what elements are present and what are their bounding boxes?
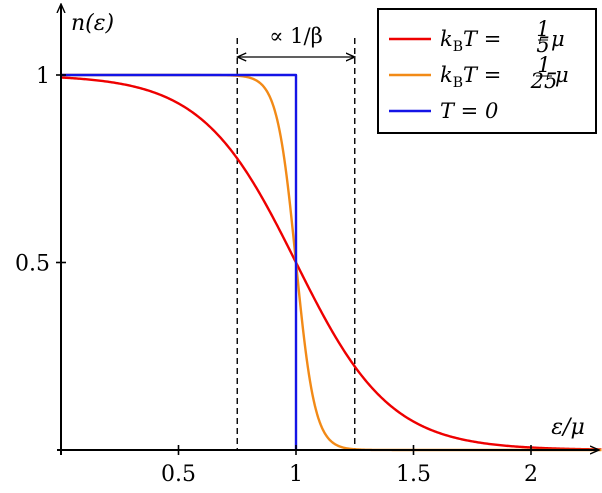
legend-fraction-numerator: 1	[536, 17, 549, 41]
x-tick-label: 2	[524, 462, 538, 487]
axes: ε/μ n(ε)	[57, 5, 598, 455]
x-tick-label: 0.5	[161, 462, 196, 487]
legend-fraction-denominator: 25	[530, 69, 558, 93]
x-axis-label: ε/μ	[551, 415, 585, 440]
ticks: 0.5 1 1.5 2 0.5 1	[15, 64, 538, 487]
legend-label: kBT =	[440, 27, 501, 55]
legend-label: kBT =	[440, 63, 501, 91]
legend-fraction-numerator: 1	[537, 53, 550, 77]
annotation-label: ∝ 1/β	[269, 24, 322, 48]
legend-fraction-denominator: 5	[536, 33, 549, 57]
x-tick-label: 1	[289, 462, 303, 487]
legend-tail: μ	[555, 63, 569, 87]
annotation: ∝ 1/β	[237, 24, 355, 450]
x-tick-label: 1.5	[396, 462, 431, 487]
y-tick-label: 1	[36, 64, 50, 89]
legend-tail: μ	[551, 27, 565, 51]
legend-box	[377, 8, 597, 134]
series-line-0	[60, 76, 602, 451]
y-tick-label: 0.5	[15, 252, 50, 277]
series-line-2	[61, 73, 298, 450]
legend-label: T = 0	[440, 99, 498, 123]
y-axis-label: n(ε)	[71, 11, 114, 36]
